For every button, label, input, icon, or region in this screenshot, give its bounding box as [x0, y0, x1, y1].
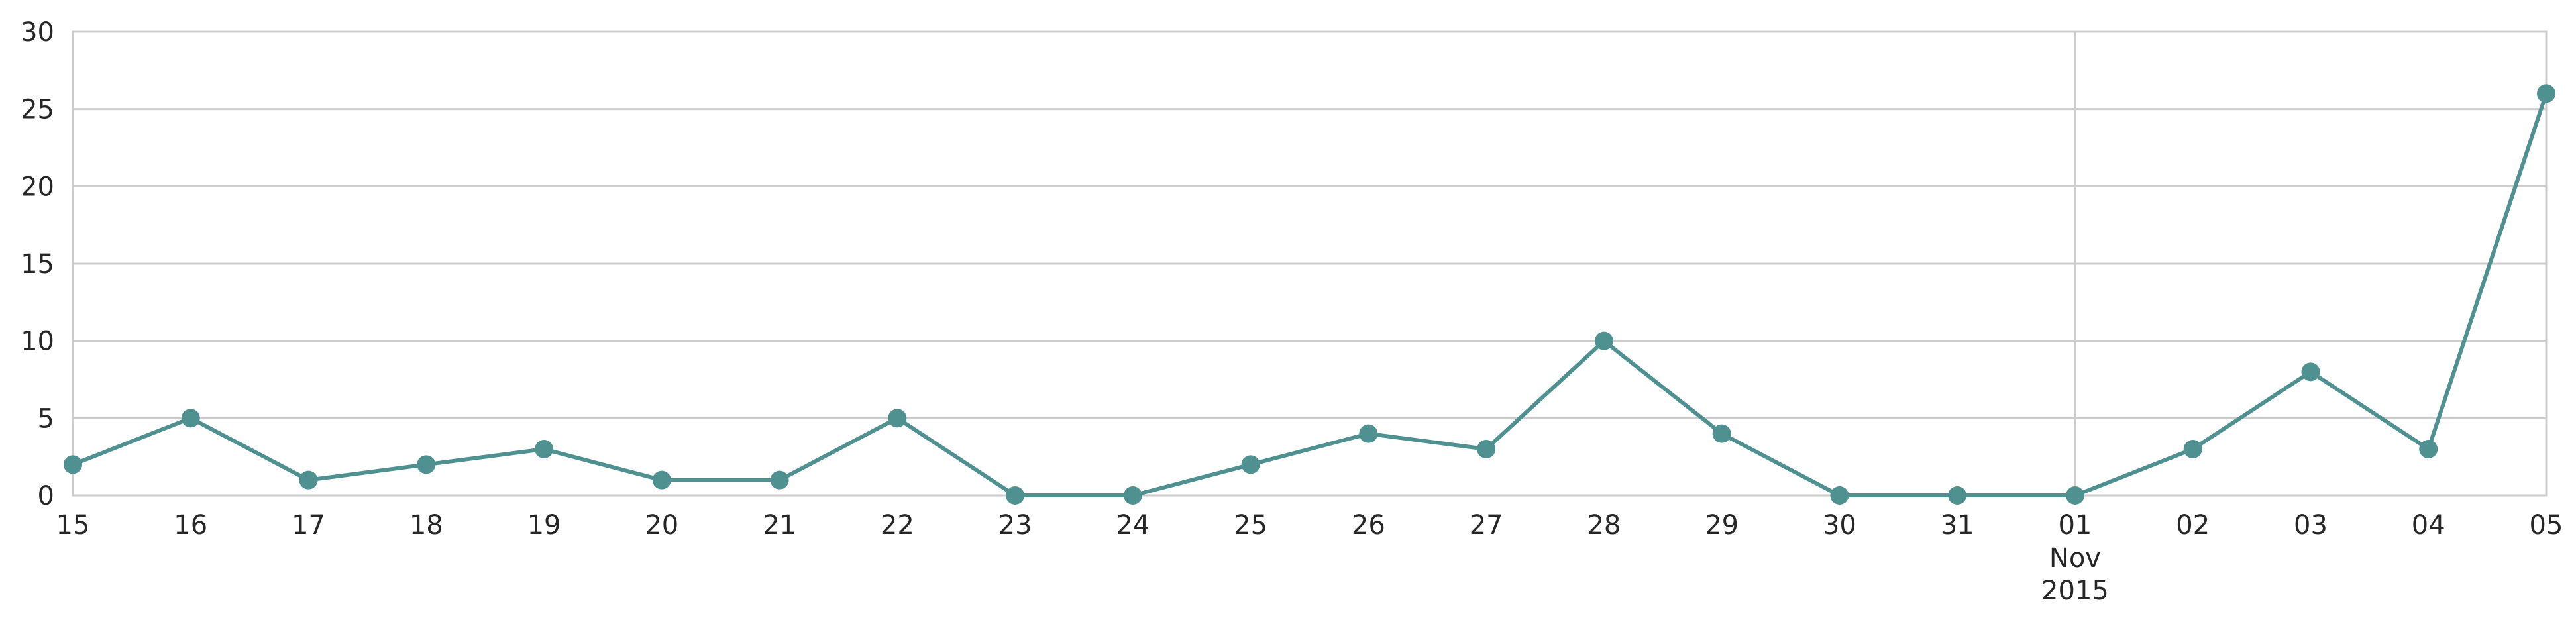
- x-tick-label: 27: [1470, 510, 1503, 541]
- data-point: [1123, 486, 1142, 505]
- data-point: [1477, 440, 1496, 458]
- data-point: [181, 409, 200, 428]
- data-point: [535, 440, 554, 458]
- x-tick-label: 31: [1941, 510, 1974, 541]
- x-tick-label: 19: [527, 510, 561, 541]
- x-tick-label: 24: [1116, 510, 1150, 541]
- data-point: [1241, 455, 1260, 474]
- y-tick-label: 5: [38, 403, 54, 434]
- x-tick-label: 18: [409, 510, 443, 541]
- x-tick-label: 03: [2294, 510, 2328, 541]
- data-point: [2419, 440, 2438, 458]
- y-tick-label: 30: [21, 17, 54, 48]
- x-tick-label: 25: [1234, 510, 1267, 541]
- x-year-label: 2015: [2041, 576, 2109, 606]
- data-point: [1830, 486, 1849, 505]
- series-line: [72, 93, 2548, 497]
- data-point: [888, 409, 907, 428]
- data-point: [1006, 486, 1025, 505]
- y-tick-label: 20: [21, 172, 54, 202]
- data-point: [2065, 486, 2084, 505]
- x-tick-label: 02: [2176, 510, 2210, 541]
- x-tick-label: 16: [174, 510, 207, 541]
- data-point: [1594, 331, 1613, 350]
- data-point: [299, 470, 318, 490]
- x-tick-label: 20: [645, 510, 678, 541]
- y-tick-label: 15: [21, 249, 54, 280]
- x-tick-label: 21: [763, 510, 796, 541]
- x-tick-label: 04: [2412, 510, 2445, 541]
- x-month-label: Nov: [2049, 543, 2101, 574]
- y-tick-label: 25: [21, 95, 54, 125]
- data-point: [652, 470, 671, 490]
- x-tick-label: 15: [56, 510, 90, 541]
- data-point: [64, 455, 82, 474]
- plot-frame: [72, 30, 2548, 497]
- x-tick-label: 26: [1352, 510, 1385, 541]
- data-point: [1359, 424, 1378, 443]
- gridlines: [73, 30, 2546, 497]
- data-point: [2537, 84, 2555, 103]
- y-axis-ticks: 0 5 10 15 20 25 30: [21, 17, 54, 511]
- x-tick-label: 17: [292, 510, 325, 541]
- x-tick-label: 30: [1823, 510, 1856, 541]
- series-points: [64, 84, 2555, 505]
- y-tick-label: 10: [21, 327, 54, 357]
- x-tick-label: 23: [998, 510, 1032, 541]
- data-point: [770, 470, 789, 490]
- y-tick-label: 0: [38, 481, 54, 511]
- data-point: [417, 455, 436, 474]
- data-point: [2183, 440, 2202, 458]
- x-tick-label: 01: [2058, 510, 2092, 541]
- data-point: [1712, 424, 1731, 443]
- x-tick-label: 22: [881, 510, 914, 541]
- x-tick-label: 28: [1587, 510, 1621, 541]
- x-axis-ticks: 15 16 17 18 19 20 21 22 23 24 25 26 27 28 29 30 31 01 02 03…: [56, 510, 2563, 541]
- x-tick-label: 05: [2530, 510, 2563, 541]
- x-tick-label: 29: [1705, 510, 1739, 541]
- data-point: [1948, 486, 1967, 505]
- data-point: [2301, 362, 2320, 382]
